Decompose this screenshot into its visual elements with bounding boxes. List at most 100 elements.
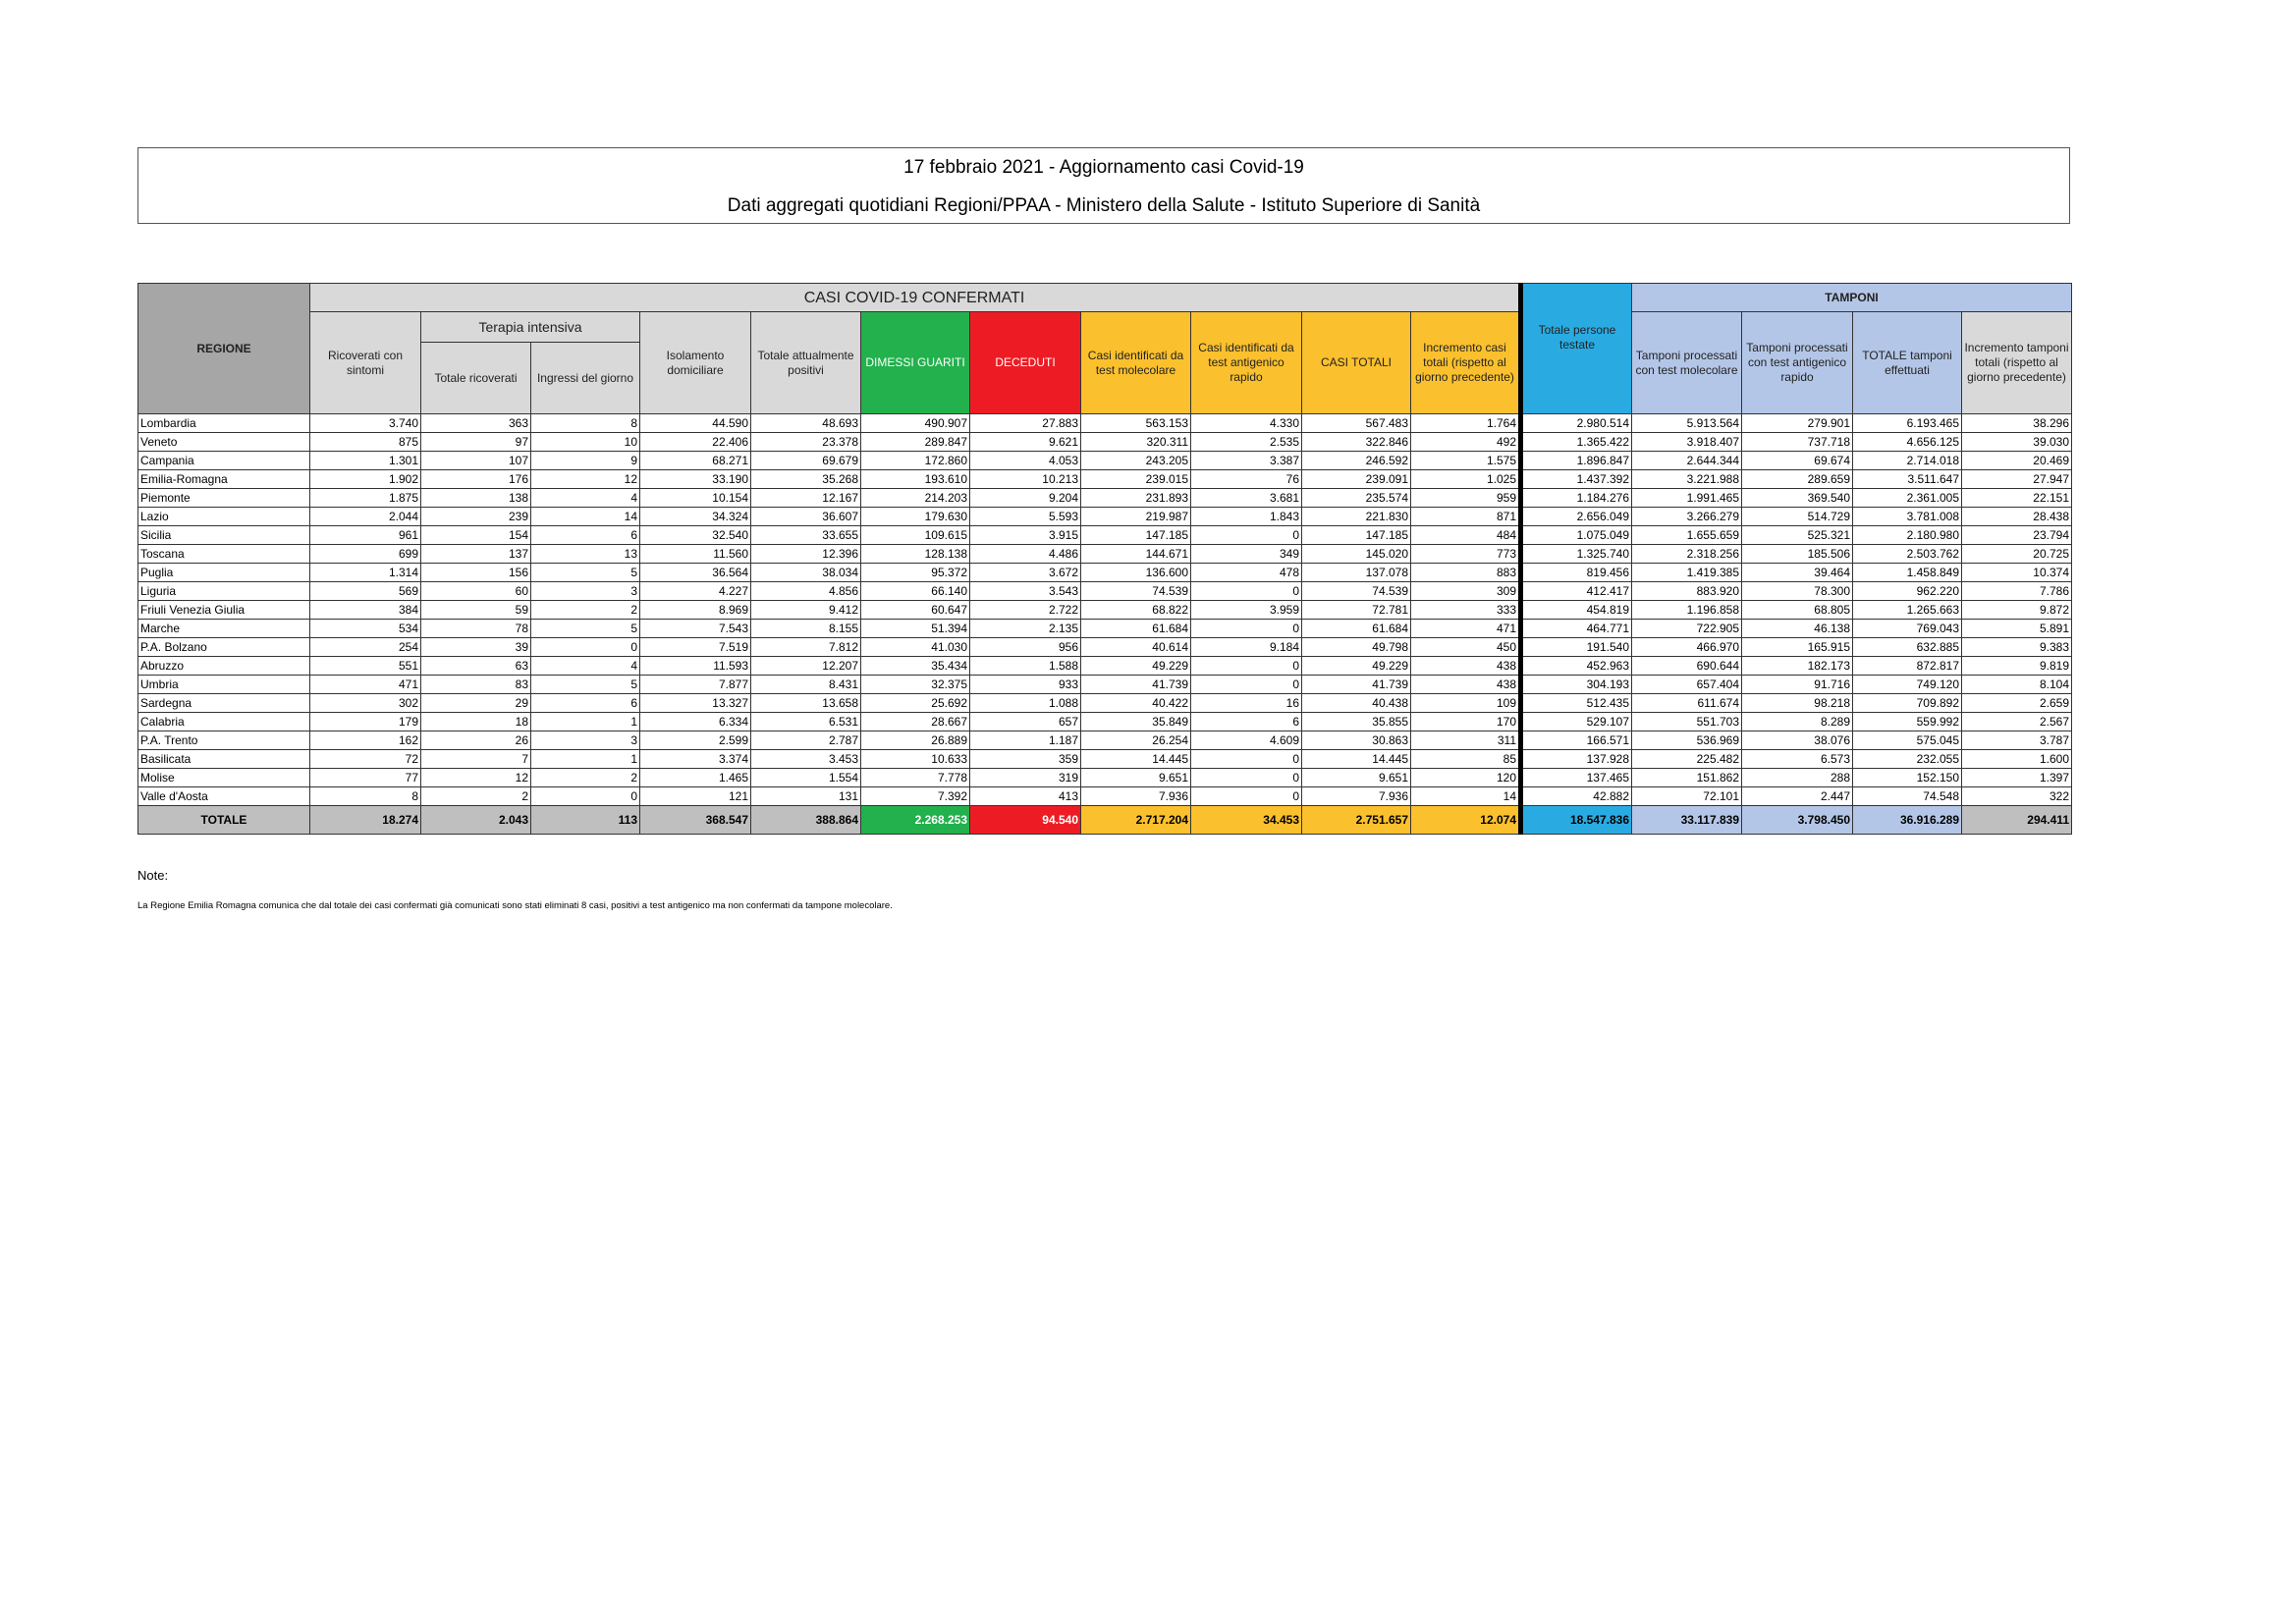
value-cell: 464.771 [1520, 619, 1632, 638]
value-cell: 875 [309, 432, 421, 452]
value-cell: 95.372 [860, 563, 970, 582]
value-cell: 120 [1410, 768, 1523, 787]
header-col-13: Tamponi processati con test antigenico r… [1741, 311, 1853, 414]
value-cell: 575.045 [1852, 731, 1962, 750]
region-cell: Friuli Venezia Giulia [137, 600, 310, 620]
header-terapia-intensiva: Terapia intensiva [420, 311, 640, 343]
value-cell: 551 [309, 656, 421, 676]
value-cell: 525.321 [1741, 525, 1853, 545]
value-cell: 3 [530, 581, 640, 601]
value-cell: 2.361.005 [1852, 488, 1962, 508]
value-cell: 6.531 [750, 712, 861, 731]
header-col-3: Isolamento domiciliare [639, 311, 751, 414]
value-cell: 49.229 [1301, 656, 1411, 676]
value-cell: 2.135 [969, 619, 1081, 638]
value-cell: 36.564 [639, 563, 751, 582]
value-cell: 2.599 [639, 731, 751, 750]
value-cell: 1.465 [639, 768, 751, 787]
value-cell: 1.314 [309, 563, 421, 582]
table-row: Friuli Venezia Giulia 384 59 2 8.969 9.412 60.… [137, 600, 2072, 620]
value-cell: 9 [530, 451, 640, 470]
header-col-6: DECEDUTI [969, 311, 1081, 414]
value-cell: 179.630 [860, 507, 970, 526]
value-cell: 3.672 [969, 563, 1081, 582]
value-cell: 471 [309, 675, 421, 694]
value-cell: 2 [530, 600, 640, 620]
value-cell: 9.621 [969, 432, 1081, 452]
value-cell: 2.714.018 [1852, 451, 1962, 470]
value-cell: 0 [1190, 749, 1302, 769]
value-cell: 1.187 [969, 731, 1081, 750]
table-row: Sicilia 961 154 6 32.540 33.655 109.615 3.915 14… [137, 525, 2072, 545]
value-cell: 63 [420, 656, 531, 676]
table-row: Toscana 699 137 13 11.560 12.396 128.138 4.486 1… [137, 544, 2072, 564]
value-cell: 7.812 [750, 637, 861, 657]
value-cell: 109.615 [860, 525, 970, 545]
value-cell: 39 [420, 637, 531, 657]
value-cell: 165.915 [1741, 637, 1853, 657]
value-cell: 2.180.980 [1852, 525, 1962, 545]
value-cell: 289.847 [860, 432, 970, 452]
value-cell: 243.205 [1080, 451, 1191, 470]
value-cell: 91.716 [1741, 675, 1853, 694]
value-cell: 304.193 [1520, 675, 1632, 694]
value-cell: 219.987 [1080, 507, 1191, 526]
value-cell: 2.980.514 [1520, 413, 1632, 433]
value-cell: 176 [420, 469, 531, 489]
value-cell: 10.374 [1961, 563, 2072, 582]
value-cell: 10.633 [860, 749, 970, 769]
table-row: Valle d'Aosta 8 2 0 121 131 7.392 413 7.936 0 7.93… [137, 786, 2072, 806]
header-col-7: Casi identificati da test molecolare [1080, 311, 1191, 414]
value-cell: 29 [420, 693, 531, 713]
value-cell: 136.600 [1080, 563, 1191, 582]
value-cell: 72.101 [1631, 786, 1742, 806]
value-cell: 514.729 [1741, 507, 1853, 526]
value-cell: 438 [1410, 656, 1523, 676]
value-cell: 239 [420, 507, 531, 526]
value-cell: 534 [309, 619, 421, 638]
value-cell: 289.659 [1741, 469, 1853, 489]
value-cell: 78.300 [1741, 581, 1853, 601]
value-cell: 74.539 [1080, 581, 1191, 601]
value-cell: 3.543 [969, 581, 1081, 601]
value-cell: 41.030 [860, 637, 970, 657]
value-cell: 147.185 [1080, 525, 1191, 545]
value-cell: 235.574 [1301, 488, 1411, 508]
value-cell: 3.798.450 [1741, 805, 1853, 835]
total-row: TOTALE 18.274 2.043 113 368.547 388.864 2.268.… [137, 805, 2072, 835]
value-cell: 872.817 [1852, 656, 1962, 676]
value-cell: 18.274 [309, 805, 421, 835]
region-cell: Lazio [137, 507, 310, 526]
value-cell: 3.681 [1190, 488, 1302, 508]
table-row: Sardegna 302 29 6 13.327 13.658 25.692 1.088 40.… [137, 693, 2072, 713]
value-cell: 182.173 [1741, 656, 1853, 676]
value-cell: 11.593 [639, 656, 751, 676]
value-cell: 225.482 [1631, 749, 1742, 769]
value-cell: 2.535 [1190, 432, 1302, 452]
value-cell: 512.435 [1520, 693, 1632, 713]
value-cell: 1.301 [309, 451, 421, 470]
value-cell: 9.651 [1301, 768, 1411, 787]
value-cell: 232.055 [1852, 749, 1962, 769]
value-cell: 1.843 [1190, 507, 1302, 526]
value-cell: 36.607 [750, 507, 861, 526]
value-cell: 27.883 [969, 413, 1081, 433]
value-cell: 39.464 [1741, 563, 1853, 582]
value-cell: 131 [750, 786, 861, 806]
value-cell: 3.387 [1190, 451, 1302, 470]
value-cell: 74.539 [1301, 581, 1411, 601]
region-cell: Campania [137, 451, 310, 470]
value-cell: 11.560 [639, 544, 751, 564]
value-cell: 563.153 [1080, 413, 1191, 433]
value-cell: 246.592 [1301, 451, 1411, 470]
value-cell: 32.375 [860, 675, 970, 694]
value-cell: 1.184.276 [1520, 488, 1632, 508]
value-cell: 3.453 [750, 749, 861, 769]
value-cell: 20.469 [1961, 451, 2072, 470]
value-cell: 349 [1190, 544, 1302, 564]
value-cell: 1.088 [969, 693, 1081, 713]
value-cell: 2 [420, 786, 531, 806]
value-cell: 9.872 [1961, 600, 2072, 620]
value-cell: 49.798 [1301, 637, 1411, 657]
value-cell: 59 [420, 600, 531, 620]
